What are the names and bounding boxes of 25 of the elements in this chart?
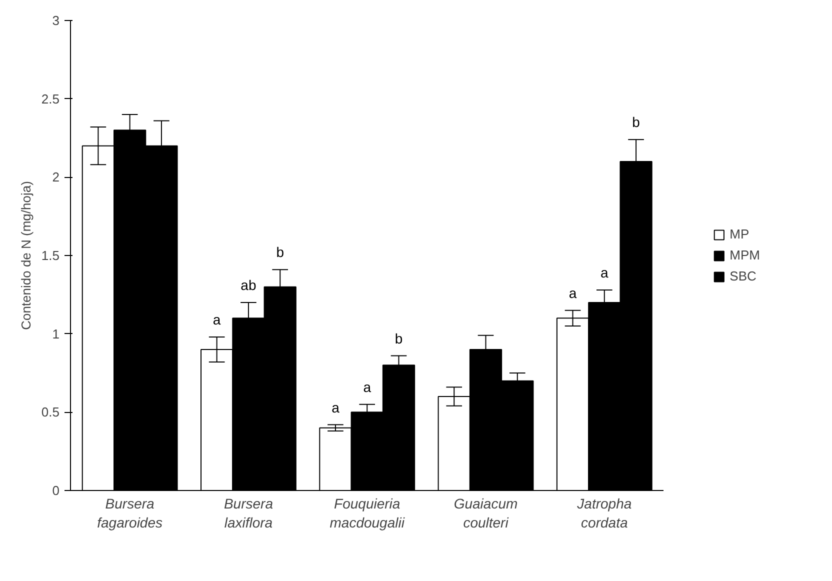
y-tick-label: 1 (52, 326, 60, 342)
data-label: b (276, 244, 284, 260)
x-tick-label: Bursera fagaroides (97, 496, 163, 531)
y-tick-label: 2.5 (41, 91, 60, 106)
y-tick-label: 0 (52, 483, 60, 498)
y-tick-label: 2 (52, 170, 60, 185)
y-tick-label: 3 (52, 13, 60, 28)
y-tick-label: 0.5 (41, 404, 60, 420)
x-tick-label: Fouquieria macdougalii (330, 496, 406, 531)
data-label: a (600, 264, 609, 281)
data-label: ab (240, 277, 256, 294)
y-tick-label: 1.5 (41, 248, 60, 263)
data-label: a (568, 284, 577, 301)
x-tick-label: Guaiacum coulteri (454, 496, 518, 531)
data-label: a (212, 312, 221, 328)
legend-label: MPM (730, 248, 760, 262)
y-axis-title: Contenido de N (mg/hoja) (18, 181, 34, 330)
data-label: a (363, 378, 372, 395)
x-tick-label: Bursera laxiflora (224, 496, 274, 531)
legend-label: MP (730, 226, 750, 242)
data-label: b (394, 330, 403, 346)
data-label: b (632, 114, 640, 130)
x-tick-label: Jatropha cordata (576, 496, 632, 531)
data-label: a (332, 399, 340, 416)
legend-label: SBC (730, 268, 756, 284)
